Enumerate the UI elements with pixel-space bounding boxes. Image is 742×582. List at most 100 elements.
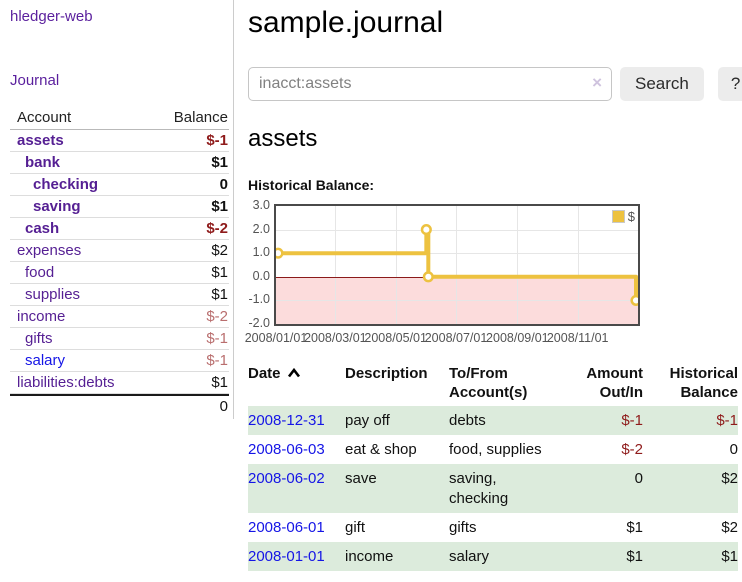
account-balance-value: $1: [211, 154, 228, 171]
account-balance-value: $1: [211, 198, 228, 215]
account-link-supplies[interactable]: supplies: [25, 286, 81, 303]
x-axis-tick-label: 2008/11/01: [546, 331, 609, 345]
cell-amount: 0: [561, 464, 643, 513]
register-row: 2008-12-31 pay off debts $-1 $-1: [248, 406, 738, 435]
sidebar: hledger-web Journal Account Balance asse…: [0, 0, 234, 419]
register-table: Date Description To/From Account(s) Amou…: [248, 364, 738, 571]
chart-section-label: Historical Balance:: [248, 177, 375, 193]
y-axis-tick-label: 2.0: [252, 221, 270, 236]
vertical-gridline: [517, 206, 519, 324]
register-header-row: Date Description To/From Account(s) Amou…: [248, 364, 738, 406]
cell-amount: $1: [561, 542, 643, 571]
cell-date: 2008-06-01: [248, 513, 345, 542]
data-point-marker: [420, 224, 432, 236]
vertical-gridline: [395, 206, 397, 324]
search-form: × Search ?: [248, 67, 742, 101]
x-axis-tick-label: 2008/01/01: [244, 331, 308, 345]
sidebar-item-journal[interactable]: Journal: [10, 72, 60, 89]
cell-balance: $-1: [643, 406, 738, 435]
accounts-total-row: 0: [10, 394, 229, 417]
horizontal-gridline: [276, 253, 638, 255]
x-axis-tick-label: 2008/05/01: [364, 331, 427, 345]
account-link-salary[interactable]: salary: [25, 352, 66, 369]
account-link-cash[interactable]: cash: [25, 220, 60, 237]
cell-description: eat & shop: [345, 441, 417, 458]
account-link-income[interactable]: income: [17, 308, 66, 325]
account-balance-value: $-2: [206, 220, 228, 237]
account-link-assets[interactable]: assets: [17, 132, 64, 149]
accounts-table-header: Account Balance: [10, 107, 229, 130]
y-axis-tick-label: 0.0: [252, 268, 270, 283]
app-brand-link[interactable]: hledger-web: [10, 8, 93, 25]
cell-accounts: saving, checking: [449, 464, 561, 513]
account-row: income $-2: [10, 306, 229, 328]
account-row: cash $-2: [10, 218, 229, 240]
accounts-total-value: 0: [219, 398, 228, 415]
data-point-marker: [630, 294, 638, 306]
account-row: food $1: [10, 262, 229, 284]
cell-date: 2008-12-31: [248, 406, 345, 435]
cell-amount: $1: [626, 519, 643, 536]
cell-description: pay off: [345, 406, 449, 435]
account-row: expenses $2: [10, 240, 229, 262]
register-header-date: Date: [248, 364, 345, 406]
chart-legend: $: [611, 209, 635, 224]
account-link-checking[interactable]: checking: [33, 176, 99, 193]
legend-swatch-icon: [611, 210, 625, 223]
account-link-food[interactable]: food: [25, 264, 55, 281]
cell-accounts: debts: [449, 406, 561, 435]
register-row: 2008-06-01 gift gifts $1 $2: [248, 513, 738, 542]
account-balance-rows: assets $-1 bank $1 checking 0 saving $1 cash $-2 e…: [10, 130, 229, 394]
transaction-date-link[interactable]: 2008-06-03: [248, 441, 325, 458]
transaction-date-link[interactable]: 2008-12-31: [248, 412, 325, 429]
y-axis-tick-label: 3.0: [252, 198, 270, 212]
account-balance-value: $-1: [206, 132, 228, 149]
help-button[interactable]: ?: [717, 67, 742, 101]
account-balance-value: $-1: [206, 330, 228, 347]
vertical-gridline: [577, 206, 579, 324]
horizontal-gridline: [276, 229, 638, 231]
sidebar-nav: Journal: [10, 72, 229, 90]
account-link-saving[interactable]: saving: [33, 198, 81, 215]
search-input[interactable]: [248, 67, 612, 101]
transaction-date-link[interactable]: 2008-01-01: [248, 548, 325, 565]
register-header-balance: Historical Balance: [669, 365, 738, 401]
cell-description: gift: [345, 519, 366, 536]
sort-ascending-icon: [287, 364, 301, 383]
account-link-expenses[interactable]: expenses: [17, 242, 82, 259]
account-balance-value: $-1: [206, 352, 228, 369]
account-link-gifts[interactable]: gifts: [25, 330, 53, 347]
cell-date: 2008-01-01: [248, 542, 345, 571]
transaction-date-link[interactable]: 2008-06-02: [248, 470, 325, 487]
cell-amount: $-2: [621, 441, 643, 458]
accounts-table: Account Balance assets $-1 bank $1 checking 0…: [10, 107, 229, 417]
cell-accounts: gifts: [449, 519, 477, 536]
account-row: supplies $1: [10, 284, 229, 306]
account-row: liabilities:debts $1: [10, 372, 229, 394]
cell-accounts: salary: [449, 542, 561, 571]
vertical-gridline: [335, 206, 337, 324]
account-balance-value: 0: [219, 176, 228, 193]
main-content: sample.journal × Search ? assets Histori…: [244, 0, 742, 571]
transaction-date-link[interactable]: 2008-06-01: [248, 519, 325, 536]
search-input-wrapper: ×: [248, 67, 612, 101]
account-link-liabilities-debts[interactable]: liabilities:debts: [17, 374, 115, 391]
accounts-header-balance: Balance: [173, 109, 228, 126]
cell-balance: $1: [643, 542, 738, 571]
cell-amount: $-1: [561, 406, 643, 435]
clear-search-icon[interactable]: ×: [592, 73, 602, 92]
cell-date: 2008-06-02: [248, 464, 345, 513]
search-button[interactable]: Search: [620, 67, 704, 101]
register-header-amount: Amount Out/In: [586, 365, 643, 401]
register-row: 2008-06-03 eat & shop food, supplies $-2 0: [248, 435, 738, 464]
account-row: saving $1: [10, 196, 229, 218]
account-balance-value: $2: [211, 242, 228, 259]
y-axis-tick-label: -1.0: [248, 292, 270, 307]
cell-accounts: food, supplies: [449, 441, 542, 458]
account-balance-value: $1: [211, 374, 228, 391]
account-balance-value: $-2: [206, 308, 228, 325]
account-link-bank[interactable]: bank: [25, 154, 61, 171]
cell-balance: $2: [721, 519, 738, 536]
account-balance-value: $1: [211, 286, 228, 303]
account-title: assets: [248, 125, 318, 152]
